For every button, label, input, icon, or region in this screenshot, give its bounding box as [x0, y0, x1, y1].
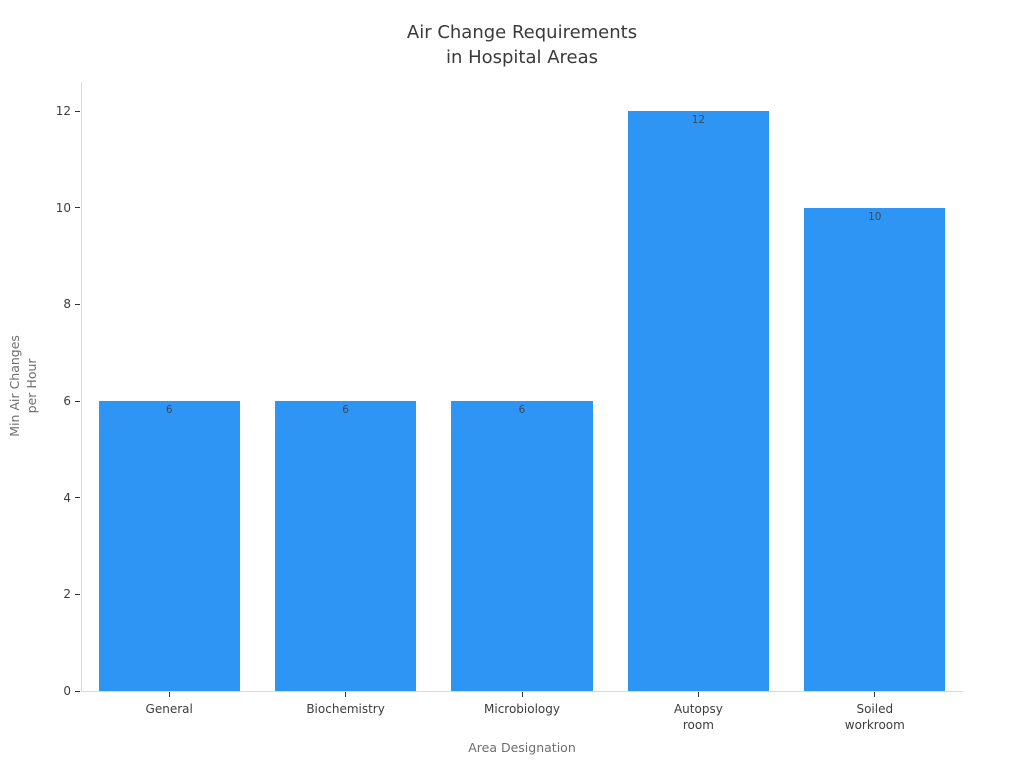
y-tick-label: 8	[63, 297, 71, 312]
chart-title: Air Change Requirements in Hospital Area…	[406, 22, 638, 69]
y-tick-label: 10	[55, 200, 71, 215]
y-axis-spine	[81, 82, 82, 691]
y-tick-label: 0	[63, 684, 71, 698]
bar-general	[98, 401, 240, 691]
y-tick-label: 12	[55, 104, 71, 118]
x-axis-spine	[81, 691, 963, 692]
x-tick-label: Microbiology	[484, 702, 560, 716]
x-tick	[345, 692, 347, 697]
plot-area: 6 6 6 12 10 0 2 4 6 8 10 12 General Biochemistry Micro…	[56, 82, 963, 732]
x-axis-title: Area Designation	[468, 740, 576, 755]
y-tick	[75, 207, 80, 209]
bar-value-label: 6	[165, 404, 173, 416]
bar-microbiology	[451, 401, 593, 691]
y-tick	[75, 110, 80, 112]
x-tick	[521, 692, 523, 697]
y-tick	[75, 690, 80, 692]
bar-value-label: 12	[691, 114, 706, 126]
x-tick-label: Soiled workroom	[844, 702, 905, 732]
x-tick-label: Biochemistry	[306, 702, 385, 716]
y-tick	[75, 400, 80, 402]
bar-autopsy-room	[627, 111, 769, 691]
bar-soiled-workroom	[804, 207, 946, 691]
bar-value-label: 10	[868, 210, 882, 223]
x-tick	[874, 692, 876, 697]
x-tick-label: Autopsy room	[673, 702, 723, 732]
bar-value-label: 6	[518, 404, 526, 416]
bar-biochemistry	[275, 401, 417, 691]
y-tick-label: 6	[63, 394, 71, 408]
x-tick	[697, 692, 699, 697]
y-tick	[75, 593, 80, 595]
x-tick-label: General	[145, 702, 193, 716]
y-tick-label: 2	[63, 587, 71, 602]
y-tick	[75, 497, 80, 499]
x-tick	[168, 692, 170, 697]
y-tick	[75, 303, 80, 305]
bar-value-label: 6	[342, 404, 349, 416]
y-tick-label: 4	[63, 490, 71, 505]
